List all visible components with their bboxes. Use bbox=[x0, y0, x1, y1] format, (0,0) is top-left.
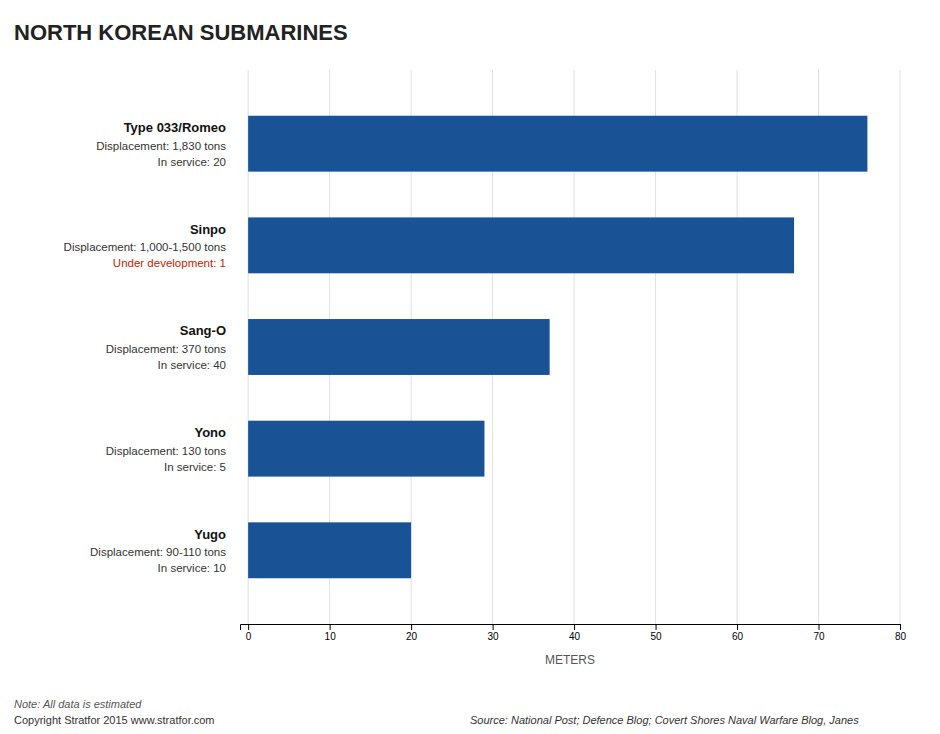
axis-line bbox=[241, 625, 901, 631]
tick-mark bbox=[574, 624, 575, 630]
tick-mark bbox=[411, 624, 412, 630]
annotation: Displacement: 90-110 tons bbox=[90, 546, 226, 558]
tick: Sinpo bbox=[190, 222, 226, 237]
title: NORTH KOREAN SUBMARINES bbox=[14, 20, 348, 45]
tick-mark bbox=[737, 624, 738, 630]
tick: 0 bbox=[246, 624, 252, 642]
annotation: Displacement: 130 tons bbox=[106, 445, 226, 457]
tick-label: 70 bbox=[813, 631, 825, 642]
tick: 30 bbox=[488, 624, 500, 642]
footnote: Note: All data is estimated bbox=[14, 698, 142, 710]
tick-label: 50 bbox=[650, 631, 662, 642]
footnote: Copyright Stratfor 2015 www.stratfor.com bbox=[14, 714, 215, 726]
annotation: In service: 5 bbox=[164, 461, 226, 473]
tick-label: 20 bbox=[406, 631, 418, 642]
annotations: Displacement: 1,830 tons In service: 20 Di… bbox=[64, 140, 227, 575]
tick: 10 bbox=[325, 624, 337, 642]
chart: NORTH KOREAN SUBMARINES 0 10 20 30 40 50 60 70 80… bbox=[0, 0, 940, 734]
tick-label: 10 bbox=[325, 631, 337, 642]
grid bbox=[248, 70, 900, 624]
tick-mark bbox=[819, 624, 820, 630]
grid-line bbox=[900, 70, 901, 624]
tick-mark bbox=[656, 624, 657, 630]
footnote: Source: National Post; Defence Blog; Cov… bbox=[470, 714, 859, 726]
tick-mark bbox=[900, 624, 901, 630]
bars bbox=[248, 116, 867, 579]
tick-mark bbox=[493, 624, 494, 630]
category-label: Yono bbox=[194, 425, 226, 440]
tick: 80 bbox=[895, 624, 907, 642]
annotation: In service: 10 bbox=[158, 562, 226, 574]
plot: 0 10 20 30 40 50 60 70 80 METERS Type 033/Romeo Sin… bbox=[64, 70, 907, 667]
bar bbox=[248, 319, 549, 375]
annotation: Displacement: 370 tons bbox=[106, 343, 226, 355]
category-label: Sinpo bbox=[190, 222, 226, 237]
tick-label: 0 bbox=[246, 631, 252, 642]
y-axis: Type 033/Romeo Sinpo Sang-O Yono Yugo bbox=[124, 120, 226, 542]
tick: 40 bbox=[569, 624, 581, 642]
category-label: Yugo bbox=[194, 527, 226, 542]
annotation: Displacement: 1,830 tons bbox=[96, 140, 226, 152]
bar bbox=[248, 116, 867, 172]
annotation: Displacement: 1,000-1,500 tons bbox=[64, 241, 227, 253]
tick: 20 bbox=[406, 624, 418, 642]
x-axis: 0 10 20 30 40 50 60 70 80 bbox=[241, 624, 907, 642]
tick-label: 60 bbox=[732, 631, 744, 642]
tick: Yugo bbox=[194, 527, 226, 542]
tick-mark bbox=[248, 624, 249, 630]
tick: 50 bbox=[650, 624, 662, 642]
axis-title: METERS bbox=[545, 653, 595, 667]
annotation: Under development: 1 bbox=[113, 257, 226, 269]
tick: Sang-O bbox=[180, 323, 226, 338]
tick: Type 033/Romeo bbox=[124, 120, 226, 135]
tick: Yono bbox=[194, 425, 226, 440]
tick-label: 80 bbox=[895, 631, 907, 642]
annotation: In service: 20 bbox=[158, 156, 226, 168]
category-label: Sang-O bbox=[180, 323, 226, 338]
tick: 70 bbox=[813, 624, 825, 642]
tick-label: 30 bbox=[488, 631, 500, 642]
bar bbox=[248, 522, 411, 578]
bar bbox=[248, 217, 794, 273]
tick-mark bbox=[330, 624, 331, 630]
tick: 60 bbox=[732, 624, 744, 642]
category-label: Type 033/Romeo bbox=[124, 120, 226, 135]
bar bbox=[248, 421, 484, 477]
tick-label: 40 bbox=[569, 631, 581, 642]
annotation: In service: 40 bbox=[158, 359, 226, 371]
